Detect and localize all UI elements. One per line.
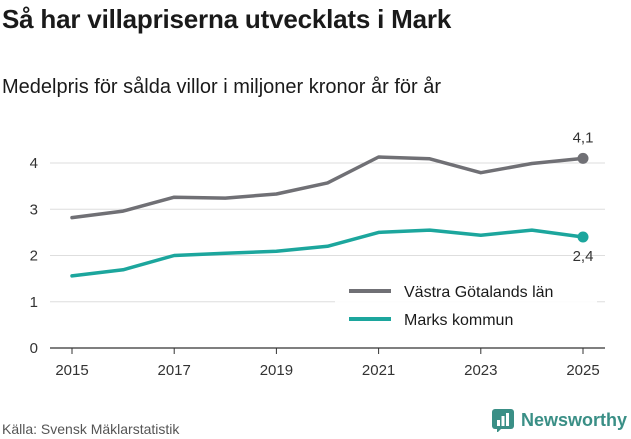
chart-title: Så har villapriserna utvecklats i Mark bbox=[2, 4, 452, 34]
y-tick-label: 4 bbox=[30, 155, 38, 172]
y-tick-label: 2 bbox=[30, 248, 38, 265]
source-note: Källa: Svensk Mäklarstatistik bbox=[2, 421, 180, 437]
series-end-point-1 bbox=[577, 152, 589, 164]
legend-label-2: Marks kommun bbox=[404, 312, 513, 329]
legend-background bbox=[335, 274, 597, 336]
legend: Västra Götalands län Marks kommun bbox=[335, 274, 597, 336]
y-tick-label: 0 bbox=[30, 340, 38, 357]
brand-name: Newsworthy bbox=[520, 409, 627, 430]
y-tick-label: 1 bbox=[30, 294, 38, 311]
data-labels: 4,1 2,4 bbox=[573, 129, 594, 265]
y-tick-label: 3 bbox=[30, 201, 38, 218]
x-tick-label: 2023 bbox=[464, 362, 497, 379]
x-tick-label: 2019 bbox=[260, 362, 293, 379]
newsworthy-logo[interactable]: Newsworthy bbox=[491, 408, 627, 432]
series-end-point-2 bbox=[577, 231, 589, 243]
series-line-2 bbox=[70, 228, 585, 278]
series-line-1 bbox=[70, 155, 585, 220]
gridlines: 0 1 2 3 4 bbox=[30, 155, 605, 357]
x-tick-label: 2017 bbox=[158, 362, 191, 379]
series-lines bbox=[70, 152, 589, 278]
x-tick-label: 2021 bbox=[362, 362, 395, 379]
end-value-label-2: 2,4 bbox=[573, 248, 594, 265]
x-tick-label: 2015 bbox=[55, 362, 88, 379]
end-value-label-1: 4,1 bbox=[573, 129, 594, 146]
x-tick-label: 2025 bbox=[566, 362, 599, 379]
legend-label-1: Västra Götalands län bbox=[404, 284, 553, 301]
bar-chart-icon bbox=[491, 409, 514, 432]
x-axis: 2015 2017 2019 2021 2023 2025 bbox=[55, 348, 600, 379]
chart-subtitle: Medelpris för sålda villor i miljoner kr… bbox=[2, 76, 442, 98]
